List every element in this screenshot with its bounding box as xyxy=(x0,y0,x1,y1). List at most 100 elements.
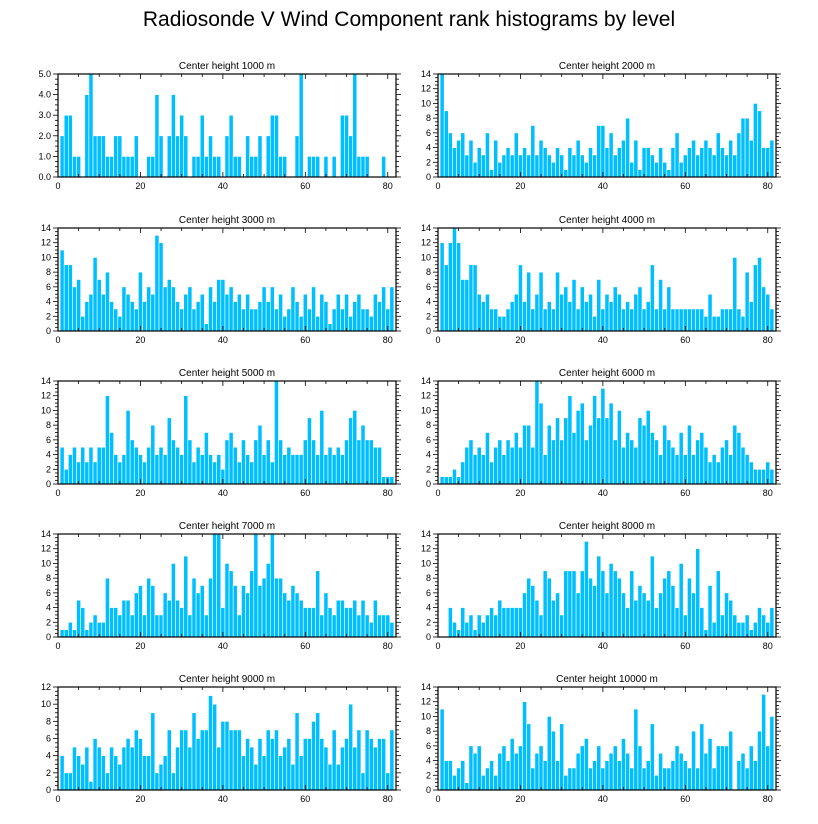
panel-1-bar xyxy=(113,135,119,178)
panel-2-bar xyxy=(551,161,556,178)
panel-4-bar xyxy=(518,264,523,332)
panel-1-bar xyxy=(191,156,197,178)
panel-2-bar xyxy=(546,154,552,178)
panel-9-bar xyxy=(204,729,209,791)
panel-1-bar xyxy=(117,135,123,178)
panel-10-bar xyxy=(567,767,573,791)
panel-5-bar xyxy=(171,439,176,485)
panel-1-bar xyxy=(195,156,201,178)
panel-10-bar xyxy=(691,730,696,791)
panel-7-bar xyxy=(76,599,81,638)
panel-3-bar xyxy=(80,315,86,332)
panel-9-bar xyxy=(344,738,349,791)
panel-3-x-tick-label: 80 xyxy=(383,335,393,345)
panel-6-bar xyxy=(447,476,453,485)
panel-2-y-tick-label: 4 xyxy=(426,143,431,153)
panel-7-bar xyxy=(278,577,283,638)
panel-6-bar xyxy=(707,461,713,485)
panel-3-bar xyxy=(389,286,395,332)
panel-4-bar xyxy=(691,308,696,332)
panel-5-y-tick-label: 4 xyxy=(46,450,51,460)
panel-8-x-tick-label: 80 xyxy=(763,641,773,651)
panel-8-bar xyxy=(571,570,577,638)
panel-2-bar xyxy=(608,132,614,178)
panel-8-y-tick-label: 8 xyxy=(426,573,431,583)
panel-10-bar xyxy=(468,745,474,791)
panel-5-y-tick-label: 12 xyxy=(41,391,51,401)
panel-1-bar xyxy=(307,156,312,178)
panel-6-bar xyxy=(744,454,750,485)
panel-5-bar xyxy=(113,454,119,485)
panel-6-bar xyxy=(538,402,544,485)
panel-10-bar xyxy=(530,767,536,791)
panel-10-bar xyxy=(724,745,729,791)
panel-1-bar xyxy=(311,156,316,178)
panel-8-bar xyxy=(674,607,680,638)
panel-6-x-tick-label: 40 xyxy=(598,488,608,498)
panel-7-bar xyxy=(199,585,205,638)
panel-10-bar xyxy=(497,752,503,791)
panel-7-bar xyxy=(257,585,263,638)
panel-5-bar xyxy=(105,395,110,485)
panel-2-bar xyxy=(715,132,721,178)
panel-3-bar xyxy=(232,301,238,332)
panel-2-bar xyxy=(649,154,655,178)
panel-7-bar xyxy=(294,592,300,638)
panel-8-bar xyxy=(670,585,676,638)
panel-4-bar xyxy=(480,301,486,332)
panel-5-bar xyxy=(133,446,139,485)
panel-2-bar xyxy=(485,132,490,178)
panel-9-bar xyxy=(154,772,160,791)
panel-6-bar xyxy=(649,432,655,485)
panel-1-x-tick-label: 80 xyxy=(383,181,393,191)
panel-10-bar xyxy=(625,752,630,791)
panel-8-bar xyxy=(464,621,470,638)
panel-6-x-tick-label: 80 xyxy=(763,488,773,498)
panel-1-bar xyxy=(208,135,213,178)
panel-9-bar xyxy=(327,763,333,791)
panel-3-bar xyxy=(237,293,242,332)
panel-4-bar xyxy=(464,279,470,332)
panel-1-bar xyxy=(340,114,345,178)
panel-6-bar xyxy=(600,388,606,485)
panel-2-bar xyxy=(559,154,565,178)
panel-6-bar xyxy=(711,454,717,485)
panel-9-y-tick-label: 0 xyxy=(46,785,51,795)
panel-4-bar xyxy=(699,308,705,332)
panel-9-bar xyxy=(352,746,358,791)
panel-4-bar xyxy=(596,279,602,332)
panel-2-bar xyxy=(596,125,602,178)
panel-9-bar xyxy=(171,772,176,791)
panel-10-bar xyxy=(654,774,659,791)
panel-1-bar xyxy=(133,135,139,178)
panel-1-bar xyxy=(228,114,234,178)
panel-5-bar xyxy=(96,446,102,485)
panel-2-y-tick-label: 12 xyxy=(421,84,431,94)
panel-1-bar xyxy=(224,135,230,178)
panel-6-bar xyxy=(464,446,470,485)
panel-2-y-tick-label: 14 xyxy=(421,69,431,79)
panel-5-bar xyxy=(294,454,300,485)
panel-4-bar xyxy=(439,242,445,332)
panel-8-bar xyxy=(645,599,651,638)
panel-7-bar xyxy=(340,599,345,638)
panel-6-bar xyxy=(736,432,742,485)
panel-2-bar xyxy=(538,139,544,178)
panel-1-bar xyxy=(59,135,65,178)
panel-10-bar xyxy=(757,730,762,791)
panel-7-bar xyxy=(179,607,185,638)
panel-3-bar xyxy=(373,293,378,332)
panel-10-bar xyxy=(571,767,577,791)
panel-10-bar xyxy=(472,752,478,791)
panel-4-bar xyxy=(513,293,519,332)
panel-3-bar xyxy=(319,293,325,332)
panel-5-bar xyxy=(307,417,312,485)
panel-4-bar xyxy=(443,264,449,332)
panel-6-bar xyxy=(555,417,560,485)
panel-5-bar xyxy=(146,446,152,485)
panel-8-bar xyxy=(526,577,532,638)
panel-5-bar xyxy=(315,454,321,485)
panel-10-bar xyxy=(509,738,515,791)
panel-9-bar xyxy=(208,695,213,791)
panel-9-bar xyxy=(282,746,288,791)
